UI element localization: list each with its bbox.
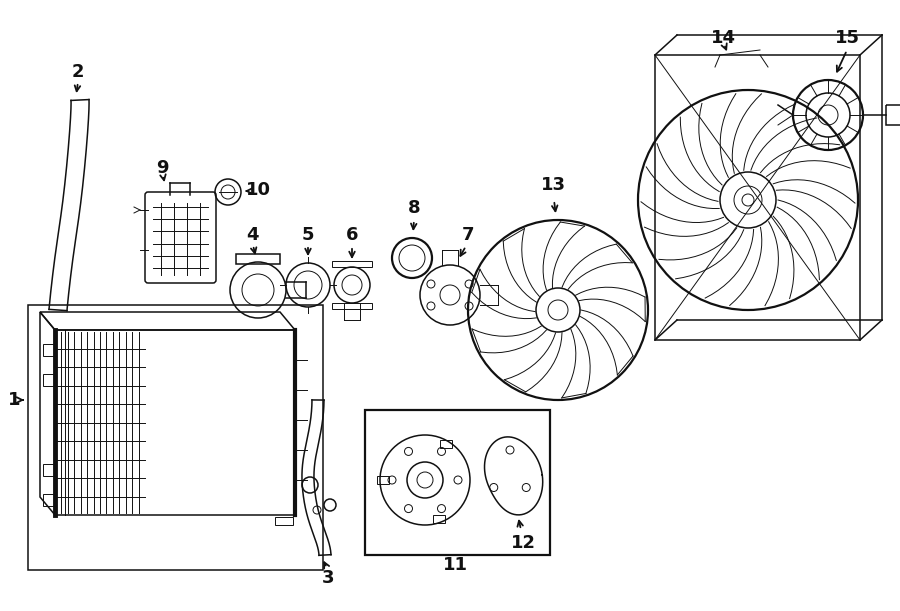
Text: 2: 2 [72, 63, 85, 81]
Bar [365, 410, 550, 555]
Bar [55, 330, 295, 515]
Bar [28, 305, 323, 570]
Bar [440, 440, 452, 448]
Text: 7: 7 [462, 226, 474, 244]
Bar [236, 254, 280, 264]
Text: 4: 4 [246, 226, 258, 244]
Text: 12: 12 [510, 534, 536, 552]
Text: 14: 14 [710, 29, 735, 47]
Text: 11: 11 [443, 556, 467, 574]
Text: 8: 8 [408, 199, 420, 217]
Bar [377, 476, 389, 484]
Text: 9: 9 [156, 159, 168, 177]
Text: 3: 3 [322, 569, 334, 587]
Text: 6: 6 [346, 226, 358, 244]
Text: 1: 1 [8, 391, 20, 409]
Text: 10: 10 [246, 181, 271, 199]
Text: 13: 13 [541, 176, 565, 194]
Bar [434, 516, 446, 524]
Text: 15: 15 [834, 29, 860, 47]
Bar [655, 55, 860, 340]
Bar [332, 261, 372, 267]
Bar [886, 105, 900, 125]
Text: 5: 5 [302, 226, 314, 244]
Bar [332, 303, 372, 309]
Bar [275, 517, 293, 525]
